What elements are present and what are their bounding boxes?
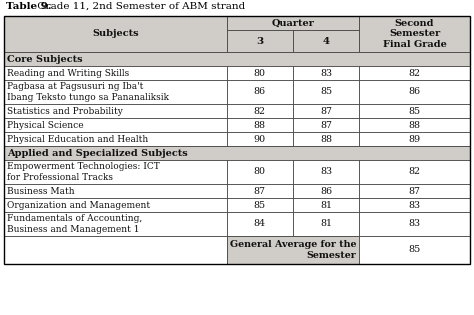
- Bar: [293, 118, 359, 132]
- Bar: [227, 16, 359, 30]
- Text: Reading and Writing Skills: Reading and Writing Skills: [7, 68, 129, 77]
- Text: 85: 85: [320, 88, 332, 96]
- Text: 89: 89: [409, 135, 420, 144]
- Text: 83: 83: [409, 220, 420, 228]
- Bar: [359, 198, 470, 212]
- Text: 85: 85: [409, 245, 420, 255]
- Bar: [359, 80, 470, 104]
- Bar: [4, 118, 227, 132]
- Bar: [4, 212, 227, 236]
- Text: 90: 90: [254, 135, 266, 144]
- Text: 84: 84: [254, 220, 266, 228]
- Text: 86: 86: [254, 88, 266, 96]
- Bar: [4, 80, 227, 104]
- Text: 85: 85: [409, 106, 420, 116]
- Text: Second
Semester
Final Grade: Second Semester Final Grade: [383, 19, 447, 49]
- Text: 4: 4: [322, 37, 329, 45]
- Bar: [293, 184, 359, 198]
- Text: Organization and Management: Organization and Management: [7, 201, 150, 209]
- Bar: [293, 66, 359, 80]
- Text: Statistics and Probability: Statistics and Probability: [7, 106, 123, 116]
- Bar: [227, 236, 359, 264]
- Bar: [359, 132, 470, 146]
- Text: 87: 87: [254, 186, 266, 196]
- Bar: [227, 160, 293, 184]
- Bar: [293, 160, 359, 184]
- Bar: [4, 132, 227, 146]
- Text: 88: 88: [409, 121, 420, 129]
- Bar: [4, 160, 227, 184]
- Text: Empowerment Technologies: ICT
for Professional Tracks: Empowerment Technologies: ICT for Profes…: [7, 162, 160, 182]
- Bar: [227, 118, 293, 132]
- Bar: [227, 198, 293, 212]
- Bar: [293, 132, 359, 146]
- Bar: [359, 104, 470, 118]
- Bar: [359, 118, 470, 132]
- Text: 81: 81: [320, 220, 332, 228]
- Text: Grade 11, 2nd Semester of ABM strand: Grade 11, 2nd Semester of ABM strand: [34, 2, 245, 11]
- Bar: [293, 212, 359, 236]
- Text: Pagbasa at Pagsusuri ng Iba't
Ibang Teksto tungo sa Pananaliksik: Pagbasa at Pagsusuri ng Iba't Ibang Teks…: [7, 82, 169, 102]
- Text: Applied and Specialized Subjects: Applied and Specialized Subjects: [7, 148, 188, 158]
- Text: 83: 83: [320, 68, 332, 77]
- Bar: [4, 198, 227, 212]
- Text: 88: 88: [320, 135, 332, 144]
- Bar: [293, 198, 359, 212]
- Bar: [359, 184, 470, 198]
- Bar: [359, 66, 470, 80]
- Text: 86: 86: [409, 88, 420, 96]
- Bar: [293, 80, 359, 104]
- Text: 82: 82: [254, 106, 266, 116]
- Text: 85: 85: [254, 201, 266, 209]
- Bar: [227, 132, 293, 146]
- Text: 82: 82: [409, 68, 420, 77]
- Text: Physical Education and Health: Physical Education and Health: [7, 135, 148, 144]
- Text: 87: 87: [409, 186, 420, 196]
- Text: 81: 81: [320, 201, 332, 209]
- Text: Core Subjects: Core Subjects: [7, 54, 82, 64]
- Text: Quarter: Quarter: [272, 19, 314, 27]
- Bar: [359, 160, 470, 184]
- Bar: [227, 184, 293, 198]
- Text: Physical Science: Physical Science: [7, 121, 83, 129]
- Text: 88: 88: [254, 121, 266, 129]
- Bar: [227, 212, 293, 236]
- Bar: [227, 104, 293, 118]
- Bar: [4, 16, 227, 52]
- Bar: [227, 66, 293, 80]
- Bar: [227, 30, 293, 52]
- Bar: [4, 146, 470, 160]
- Text: 80: 80: [254, 168, 266, 176]
- Text: General Average for the
Semester: General Average for the Semester: [229, 240, 356, 260]
- Text: 80: 80: [254, 68, 266, 77]
- Text: 86: 86: [320, 186, 332, 196]
- Bar: [4, 66, 227, 80]
- Bar: [4, 52, 470, 66]
- Bar: [293, 104, 359, 118]
- Bar: [4, 236, 227, 264]
- Text: 83: 83: [320, 168, 332, 176]
- Text: Fundamentals of Accounting,
Business and Management 1: Fundamentals of Accounting, Business and…: [7, 214, 142, 234]
- Bar: [359, 236, 470, 264]
- Bar: [4, 184, 227, 198]
- Bar: [359, 212, 470, 236]
- Text: Table 9.: Table 9.: [6, 2, 52, 11]
- Text: 83: 83: [409, 201, 420, 209]
- Text: Business Math: Business Math: [7, 186, 74, 196]
- Bar: [359, 16, 470, 52]
- Text: Subjects: Subjects: [92, 30, 139, 38]
- Bar: [4, 16, 470, 264]
- Text: 3: 3: [256, 37, 264, 45]
- Text: 82: 82: [409, 168, 420, 176]
- Text: 87: 87: [320, 106, 332, 116]
- Bar: [293, 30, 359, 52]
- Bar: [227, 80, 293, 104]
- Text: 87: 87: [320, 121, 332, 129]
- Bar: [4, 104, 227, 118]
